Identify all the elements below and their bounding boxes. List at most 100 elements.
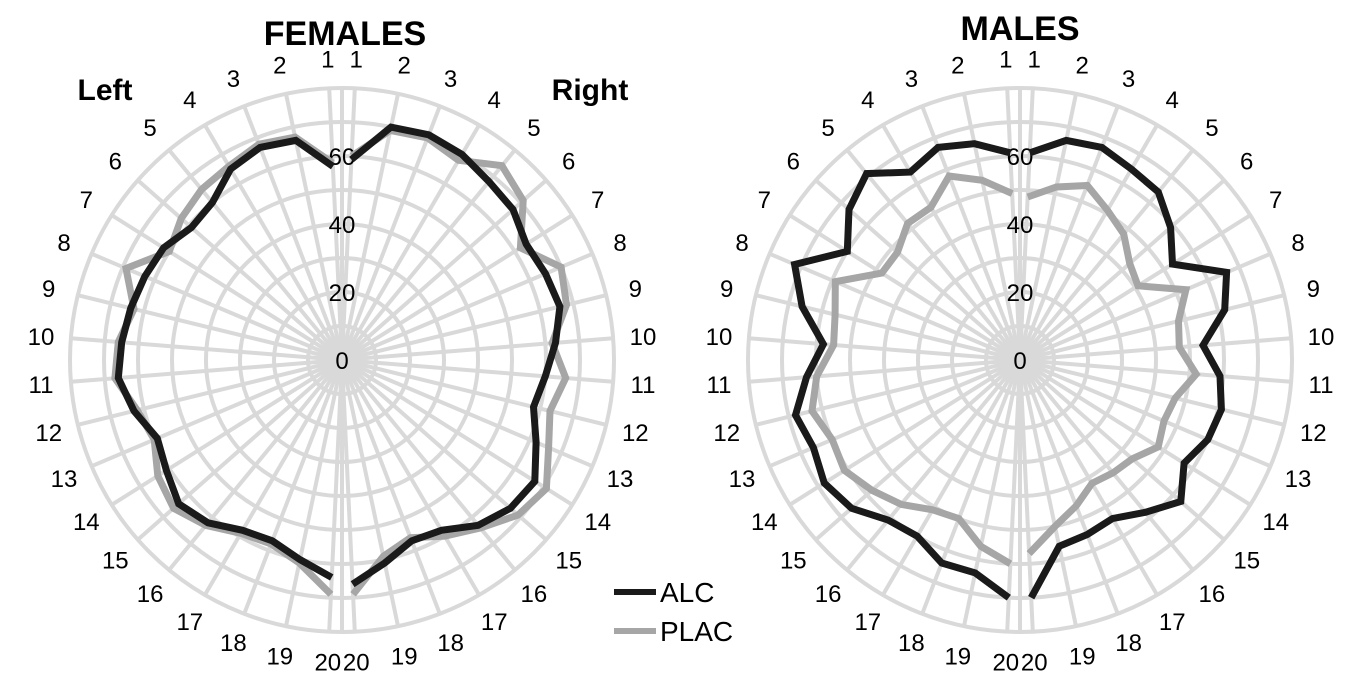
- spoke-right-4: [1018, 124, 1159, 362]
- spoke-label-left-3: 3: [905, 66, 918, 93]
- spoke-right-15: [1018, 358, 1226, 542]
- spoke-label-right-13: 13: [607, 466, 634, 493]
- spoke-label-left-8: 8: [57, 230, 70, 257]
- spoke-right-5: [340, 148, 517, 362]
- spoke-left-16: [845, 358, 1022, 572]
- spoke-right-13: [1019, 358, 1272, 469]
- spoke-right-10: [1019, 336, 1292, 362]
- spoke-label-right-6: 6: [562, 149, 575, 176]
- spoke-label-left-20: 20: [314, 650, 341, 673]
- spoke-left-1: [1005, 88, 1022, 361]
- spoke-right-17: [340, 358, 481, 596]
- females-title: FEMALES: [264, 15, 426, 53]
- spoke-right-1: [1018, 88, 1035, 361]
- spoke-label-left-15: 15: [102, 548, 129, 575]
- spoke-right-2: [340, 93, 400, 361]
- spoke-label-left-15: 15: [780, 548, 807, 575]
- spoke-left-8: [768, 251, 1021, 362]
- spoke-label-right-12: 12: [1300, 420, 1327, 447]
- spoke-label-right-14: 14: [584, 509, 611, 536]
- spoke-label-left-14: 14: [73, 509, 100, 536]
- series-plac-left: [808, 172, 1014, 567]
- spoke-label-left-9: 9: [42, 276, 55, 303]
- spoke-right-3: [340, 105, 442, 361]
- spoke-left-7: [788, 213, 1022, 362]
- spoke-left-7: [110, 213, 344, 362]
- radial-tick-label: 40: [329, 212, 356, 239]
- spoke-label-right-13: 13: [1285, 466, 1312, 493]
- spoke-left-17: [203, 358, 344, 596]
- spoke-left-18: [242, 359, 344, 615]
- radial-tick-label: 0: [335, 348, 348, 375]
- spoke-label-right-15: 15: [555, 548, 582, 575]
- spoke-left-1: [327, 88, 344, 361]
- spoke-label-left-1: 1: [999, 46, 1012, 73]
- spoke-label-left-11: 11: [707, 372, 732, 399]
- spoke-label-left-16: 16: [815, 581, 842, 608]
- spoke-right-12: [1019, 358, 1285, 427]
- radial-tick-label: 40: [1007, 212, 1034, 239]
- spoke-label-right-2: 2: [398, 53, 411, 80]
- spoke-left-13: [90, 358, 343, 469]
- spoke-right-14: [1018, 358, 1252, 507]
- spoke-label-left-5: 5: [143, 115, 156, 142]
- legend-plac-label: PLAC: [660, 616, 733, 647]
- spoke-left-17: [881, 358, 1022, 596]
- spoke-label-right-14: 14: [1262, 509, 1289, 536]
- spoke-label-right-12: 12: [622, 420, 649, 447]
- spoke-left-9: [77, 293, 343, 362]
- radial-tick-label: 20: [329, 280, 356, 307]
- spoke-label-right-11: 11: [631, 372, 656, 399]
- spoke-left-19: [962, 359, 1022, 627]
- spoke-label-right-1: 1: [1028, 46, 1041, 73]
- spoke-left-20: [1005, 359, 1022, 632]
- spoke-label-left-7: 7: [758, 187, 771, 214]
- spoke-left-10: [748, 336, 1021, 362]
- spoke-left-5: [845, 148, 1022, 362]
- spoke-label-right-4: 4: [488, 87, 501, 114]
- spoke-right-20: [1018, 359, 1035, 632]
- spoke-label-right-8: 8: [1291, 230, 1304, 257]
- spoke-label-left-12: 12: [713, 420, 740, 447]
- spoke-left-19: [284, 359, 344, 627]
- spoke-left-14: [788, 358, 1022, 507]
- spoke-label-right-17: 17: [481, 609, 508, 636]
- spoke-label-right-7: 7: [1269, 187, 1282, 214]
- spoke-right-12: [341, 358, 607, 427]
- spoke-left-12: [755, 358, 1021, 427]
- spoke-left-8: [90, 251, 343, 362]
- spoke-right-16: [340, 358, 517, 572]
- spoke-right-19: [340, 359, 400, 627]
- spoke-label-right-16: 16: [521, 581, 548, 608]
- legend-alc-label: ALC: [660, 577, 714, 608]
- spoke-label-left-1: 1: [321, 46, 334, 73]
- spoke-right-10: [341, 336, 614, 362]
- spoke-label-right-9: 9: [629, 276, 642, 303]
- males-title: MALES: [961, 10, 1080, 48]
- spoke-left-12: [77, 358, 343, 427]
- spoke-label-left-2: 2: [951, 53, 964, 80]
- series-alc-left: [790, 140, 1012, 601]
- spoke-label-left-6: 6: [109, 149, 122, 176]
- series-plac-right: [1026, 181, 1201, 557]
- spoke-left-18: [920, 359, 1022, 615]
- spoke-label-right-5: 5: [1205, 115, 1218, 142]
- spoke-label-right-6: 6: [1240, 149, 1253, 176]
- series-alc-right: [1028, 136, 1231, 600]
- spoke-label-left-19: 19: [266, 644, 293, 671]
- spoke-label-left-6: 6: [787, 149, 800, 176]
- spoke-label-right-20: 20: [343, 650, 370, 673]
- spoke-label-right-18: 18: [437, 630, 464, 657]
- spoke-left-5: [167, 148, 344, 362]
- spoke-label-left-9: 9: [720, 276, 733, 303]
- spoke-label-left-19: 19: [944, 644, 971, 671]
- spoke-label-right-3: 3: [444, 66, 457, 93]
- spoke-right-7: [340, 213, 574, 362]
- legend: ALC PLAC: [614, 577, 733, 647]
- spoke-label-right-11: 11: [1309, 372, 1334, 399]
- spoke-label-right-10: 10: [630, 324, 657, 351]
- spoke-label-right-15: 15: [1233, 548, 1260, 575]
- spoke-label-left-12: 12: [35, 420, 62, 447]
